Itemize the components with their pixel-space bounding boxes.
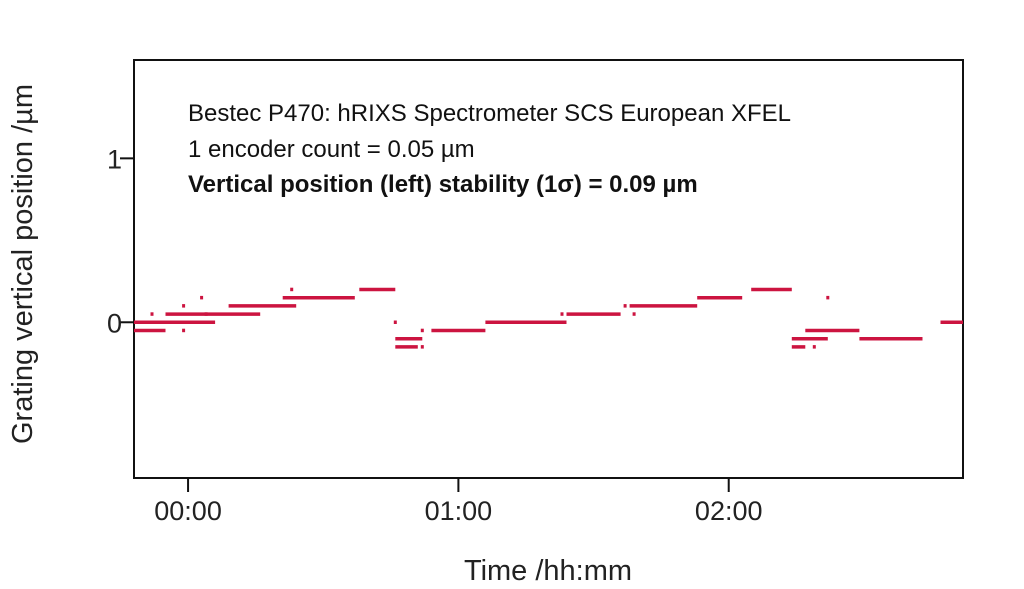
plot-frame xyxy=(133,59,964,479)
annotation-line-1: Bestec P470: hRIXS Spectrometer SCS Euro… xyxy=(188,100,791,127)
data-point xyxy=(204,312,208,316)
annotation-block: Bestec P470: hRIXS Spectrometer SCS Euro… xyxy=(188,100,791,198)
data-point xyxy=(826,295,830,300)
y-axis-title: Grating vertical position /µm xyxy=(7,84,39,444)
data-point xyxy=(812,345,816,349)
data-point xyxy=(420,345,424,349)
annotation-line-2: 1 encoder count = 0.05 µm xyxy=(188,136,475,163)
data-point xyxy=(393,320,397,324)
data-point xyxy=(623,304,627,308)
data-point xyxy=(420,328,424,333)
x-axis-title: Time /hh:mm xyxy=(464,555,632,587)
y-tick-label: 0 xyxy=(107,308,122,338)
data-point xyxy=(560,312,564,316)
data-point xyxy=(182,328,186,333)
plot-area: 00:00 01:00 02:00 0 1 xyxy=(107,59,964,526)
x-tick-label: 02:00 xyxy=(695,496,763,526)
x-tick-label: 01:00 xyxy=(425,496,493,526)
data-point xyxy=(150,312,154,316)
data-point xyxy=(182,304,186,308)
annotation-line-3: Vertical position (left) stability (1σ) … xyxy=(188,171,698,198)
y-tick-label: 1 xyxy=(107,144,122,174)
data-point xyxy=(200,295,204,300)
series-layer xyxy=(134,287,963,349)
data-point xyxy=(290,287,294,292)
x-tick-label: 00:00 xyxy=(154,496,222,526)
data-point xyxy=(632,312,636,316)
ticks-layer: 00:00 01:00 02:00 0 1 xyxy=(107,144,763,526)
